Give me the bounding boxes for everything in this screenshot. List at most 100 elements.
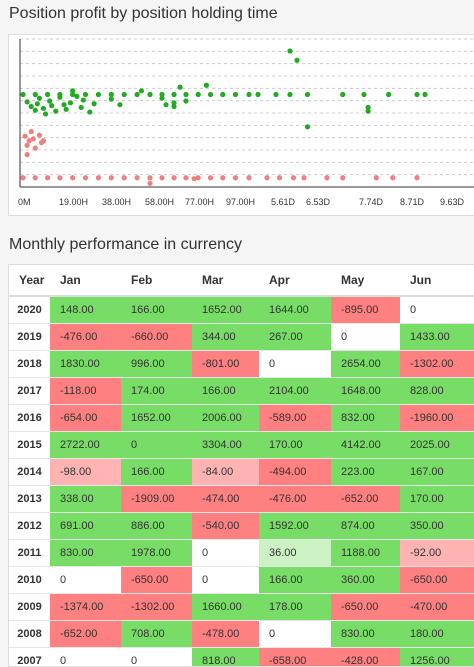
scatter-point	[287, 92, 292, 97]
value-cell: -652.00	[331, 486, 400, 513]
scatter-point	[45, 175, 50, 180]
scatter-point	[35, 101, 40, 106]
scatter-point	[305, 124, 310, 129]
value-cell: -650.00	[121, 567, 192, 594]
column-header-mar[interactable]: Mar	[192, 265, 259, 296]
value-cell: 350.00	[400, 513, 474, 540]
x-tick-label: 9.63D	[440, 197, 465, 207]
scatter-point	[20, 175, 25, 180]
scatter-point	[70, 88, 75, 93]
column-header-year[interactable]: Year	[9, 265, 50, 296]
scatter-point	[183, 98, 188, 103]
scatter-point	[386, 92, 391, 97]
scatter-point	[171, 92, 176, 97]
x-tick-label: 7.74D	[359, 197, 384, 207]
value-cell: 830.00	[331, 621, 400, 648]
x-tick-label: 97.00H	[226, 197, 255, 207]
year-cell: 2010	[9, 567, 50, 594]
value-cell: -1302.00	[121, 594, 192, 621]
value-cell: -652.00	[50, 621, 121, 648]
value-cell: -1302.00	[400, 351, 474, 378]
scatter-point	[147, 92, 152, 97]
scatter-point	[22, 134, 27, 139]
scatter-point	[305, 92, 310, 97]
value-cell: 180.00	[400, 621, 474, 648]
scatter-point	[64, 107, 69, 112]
year-cell: 2019	[9, 324, 50, 351]
value-cell: -84.00	[192, 459, 259, 486]
scatter-point	[57, 95, 62, 100]
value-cell: 830.00	[50, 540, 121, 567]
value-cell: 0	[50, 567, 121, 594]
scatter-point	[273, 92, 278, 97]
value-cell: 0	[192, 567, 259, 594]
scatter-point	[96, 92, 101, 97]
scatter-point	[163, 102, 168, 107]
column-header-feb[interactable]: Feb	[121, 265, 192, 296]
value-cell: 36.00	[259, 540, 331, 567]
scatter-chart-title: Position profit by position holding time	[9, 5, 278, 23]
scatter-point	[33, 146, 38, 151]
value-cell: 170.00	[259, 432, 331, 459]
value-cell: -478.00	[192, 621, 259, 648]
value-cell: 166.00	[192, 378, 259, 405]
scatter-point	[33, 108, 38, 113]
scatter-point	[277, 175, 282, 180]
scatter-point	[33, 175, 38, 180]
scatter-point	[135, 92, 140, 97]
scatter-point	[45, 92, 50, 97]
scatter-point	[20, 92, 25, 97]
scatter-point	[135, 175, 140, 180]
scatter-point	[246, 175, 251, 180]
value-cell: 148.00	[50, 296, 121, 324]
scatter-point	[29, 129, 34, 134]
column-header-jan[interactable]: Jan	[50, 265, 121, 296]
scatter-point	[177, 85, 182, 90]
value-cell: 0	[192, 540, 259, 567]
scatter-point	[183, 92, 188, 97]
scatter-point	[109, 175, 114, 180]
value-cell: -895.00	[331, 296, 400, 324]
scatter-point	[233, 92, 238, 97]
scatter-point	[122, 175, 127, 180]
scatter-point	[159, 175, 164, 180]
value-cell: -1909.00	[121, 486, 192, 513]
scatter-point	[324, 175, 329, 180]
scatter-point	[87, 109, 92, 114]
scatter-point	[414, 175, 419, 180]
value-cell: 996.00	[121, 351, 192, 378]
x-tick-label: 5.61D	[271, 197, 296, 207]
column-header-may[interactable]: May	[331, 265, 400, 296]
scatter-point	[57, 175, 62, 180]
scatter-point	[37, 96, 42, 101]
scatter-point	[33, 92, 38, 97]
scatter-point	[25, 152, 30, 157]
value-cell: 832.00	[331, 405, 400, 432]
value-cell: -650.00	[400, 567, 474, 594]
scatter-point	[147, 181, 152, 186]
scatter-point	[171, 104, 176, 109]
x-tick-label: 77.00H	[185, 197, 214, 207]
scatter-point	[294, 58, 299, 63]
scatter-point	[79, 105, 84, 110]
column-header-apr[interactable]: Apr	[259, 265, 331, 296]
scatter-point	[25, 99, 30, 104]
column-header-jun[interactable]: Jun	[400, 265, 474, 296]
value-cell: 267.00	[259, 324, 331, 351]
value-cell: 818.00	[192, 648, 259, 667]
scatter-point	[92, 101, 97, 106]
